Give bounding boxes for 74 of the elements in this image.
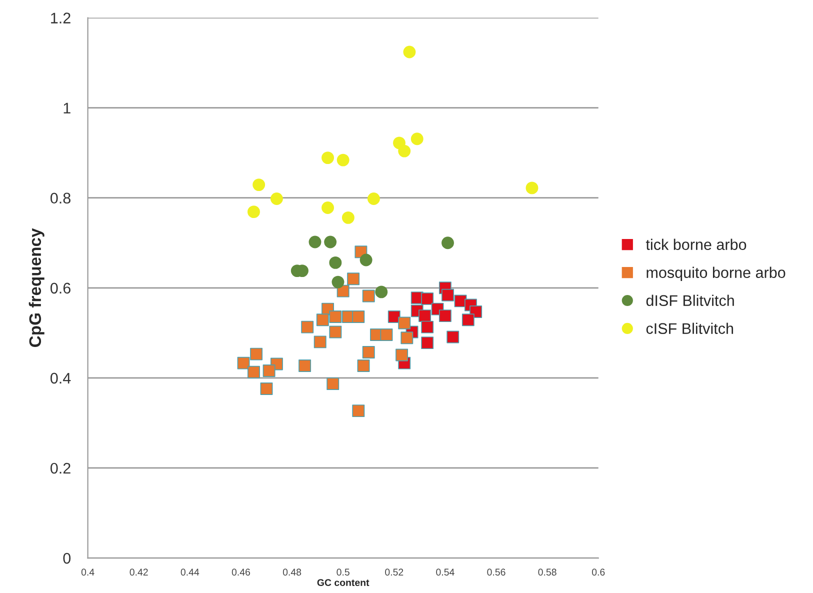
point: [314, 336, 326, 348]
x-tick-label: 0.46: [232, 568, 250, 576]
point: [410, 132, 424, 146]
point: [442, 288, 454, 302]
point: [342, 211, 354, 224]
point: [398, 144, 411, 158]
y-tick-label: 0.6: [50, 282, 70, 294]
point: [360, 254, 372, 266]
x-tick-label: 0.58: [538, 568, 556, 576]
point: [438, 310, 452, 322]
point: [462, 314, 474, 326]
legend-label: dISF Blitvitch: [646, 294, 734, 306]
x-tick-label: 0.52: [385, 568, 404, 576]
point: [398, 316, 411, 330]
point: [260, 382, 273, 395]
point: [329, 310, 342, 323]
point: [396, 348, 408, 362]
x-tick-label: 0.54: [436, 568, 454, 576]
point: [362, 290, 375, 302]
point: [418, 310, 432, 322]
legend-label: cISF Blitvitch: [646, 322, 734, 334]
point: [403, 46, 416, 58]
point: [301, 320, 314, 334]
point: [367, 192, 380, 205]
point: [332, 276, 344, 288]
point: [380, 328, 393, 341]
point: [329, 326, 342, 338]
point: [237, 356, 250, 370]
y-axis-title: CpG frequency: [28, 228, 44, 347]
point: [316, 314, 329, 326]
y-tick-label: 1: [64, 102, 70, 114]
point: [322, 152, 334, 164]
point: [357, 360, 370, 372]
legend-label: mosquito borne arbo: [646, 266, 786, 282]
point: [326, 378, 340, 390]
y-tick-label: 0.8: [50, 192, 70, 204]
legend-label: tick borne arbo: [646, 238, 746, 250]
point: [446, 330, 460, 344]
x-axis-title: GC content: [317, 579, 370, 586]
point: [248, 366, 260, 378]
x-tick-label: 0.48: [282, 568, 302, 576]
point: [442, 236, 454, 250]
point: [352, 310, 365, 323]
x-tick-label: 0.6: [592, 568, 605, 576]
x-tick-label: 0.4: [81, 568, 94, 576]
point: [298, 360, 312, 372]
y-tick-label: 0.4: [50, 372, 71, 384]
point: [250, 348, 263, 360]
point: [252, 178, 266, 192]
point: [324, 236, 337, 248]
point: [400, 332, 414, 344]
point: [421, 336, 434, 350]
x-tick-label: 0.56: [487, 568, 506, 576]
point: [362, 346, 375, 359]
y-tick-label: 0: [63, 552, 71, 564]
point: [421, 292, 434, 305]
point: [248, 206, 260, 218]
point: [388, 310, 400, 323]
x-tick-label: 0.44: [180, 568, 200, 576]
point: [421, 320, 434, 334]
point: [329, 256, 342, 269]
y-tick-label: 1.2: [51, 12, 70, 24]
y-tick-label: 0.2: [50, 462, 70, 474]
point: [336, 154, 350, 166]
x-tick-label: 0.5: [336, 568, 350, 576]
x-tick-label: 0.42: [130, 568, 148, 576]
point: [262, 364, 276, 377]
point: [375, 286, 388, 298]
point: [322, 202, 334, 214]
point: [352, 404, 365, 418]
point: [347, 272, 360, 286]
point: [270, 192, 283, 205]
point: [308, 236, 322, 248]
point: [526, 182, 538, 194]
